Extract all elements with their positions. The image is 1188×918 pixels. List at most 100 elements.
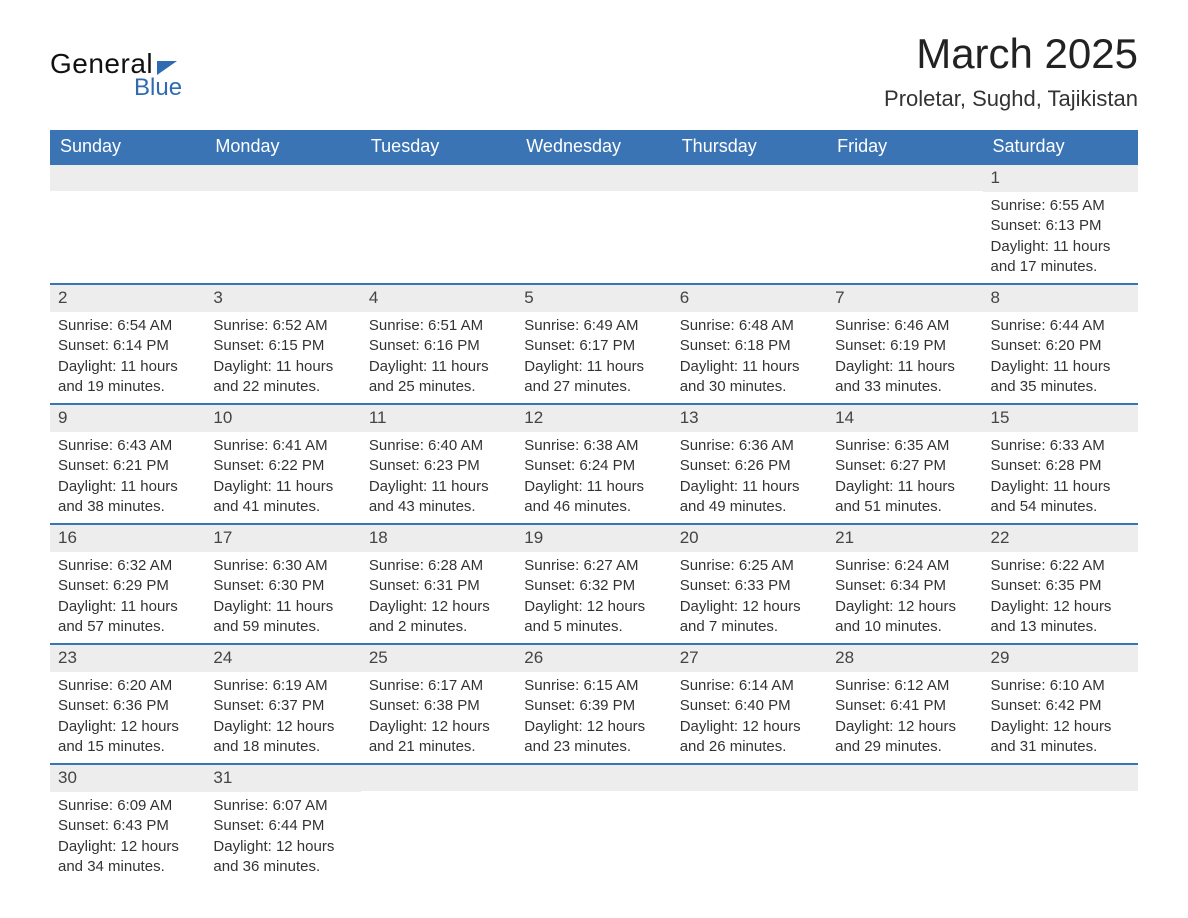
sunrise-value: 6:07 AM [273, 797, 328, 814]
day-body: Sunrise: 6:40 AMSunset: 6:23 PMDaylight:… [361, 432, 516, 523]
daylight-line: Daylight: 11 hours and 17 minutes. [991, 237, 1130, 278]
sunset-value: 6:35 PM [1046, 577, 1102, 594]
calendar-cell: 12Sunrise: 6:38 AMSunset: 6:24 PMDayligh… [516, 405, 671, 523]
calendar-cell [672, 165, 827, 283]
calendar-cell [50, 165, 205, 283]
day-body [983, 791, 1138, 801]
daylight-label: Daylight: [680, 598, 743, 615]
sunset-line: Sunset: 6:18 PM [680, 336, 819, 356]
sunset-label: Sunset: [835, 697, 890, 714]
sunset-line: Sunset: 6:23 PM [369, 456, 508, 476]
sunset-value: 6:16 PM [424, 337, 480, 354]
brand-logo: General Blue [50, 48, 182, 102]
daylight-label: Daylight: [680, 718, 743, 735]
day-body: Sunrise: 6:54 AMSunset: 6:14 PMDaylight:… [50, 312, 205, 403]
sunrise-value: 6:17 AM [428, 677, 483, 694]
day-number: 5 [516, 285, 671, 312]
day-body: Sunrise: 6:51 AMSunset: 6:16 PMDaylight:… [361, 312, 516, 403]
sunrise-value: 6:12 AM [894, 677, 949, 694]
sunset-line: Sunset: 6:31 PM [369, 576, 508, 596]
sunset-value: 6:44 PM [268, 817, 324, 834]
sunset-label: Sunset: [369, 577, 424, 594]
sunrise-line: Sunrise: 6:36 AM [680, 436, 819, 456]
sunrise-value: 6:52 AM [273, 317, 328, 334]
daylight-line: Daylight: 12 hours and 7 minutes. [680, 597, 819, 638]
day-number: 4 [361, 285, 516, 312]
day-body: Sunrise: 6:10 AMSunset: 6:42 PMDaylight:… [983, 672, 1138, 763]
sunset-value: 6:23 PM [424, 457, 480, 474]
sunset-line: Sunset: 6:21 PM [58, 456, 197, 476]
calendar-cell: 13Sunrise: 6:36 AMSunset: 6:26 PMDayligh… [672, 405, 827, 523]
sunset-value: 6:39 PM [579, 697, 635, 714]
calendar-week: 9Sunrise: 6:43 AMSunset: 6:21 PMDaylight… [50, 403, 1138, 523]
sunrise-line: Sunrise: 6:38 AM [524, 436, 663, 456]
sunrise-label: Sunrise: [213, 797, 272, 814]
day-number: 27 [672, 645, 827, 672]
calendar-body: 1Sunrise: 6:55 AMSunset: 6:13 PMDaylight… [50, 165, 1138, 883]
calendar-cell: 27Sunrise: 6:14 AMSunset: 6:40 PMDayligh… [672, 645, 827, 763]
sunrise-label: Sunrise: [835, 677, 894, 694]
calendar-cell: 18Sunrise: 6:28 AMSunset: 6:31 PMDayligh… [361, 525, 516, 643]
calendar-week: 23Sunrise: 6:20 AMSunset: 6:36 PMDayligh… [50, 643, 1138, 763]
sunrise-label: Sunrise: [213, 317, 272, 334]
sunset-line: Sunset: 6:16 PM [369, 336, 508, 356]
day-number [827, 165, 982, 191]
calendar-cell: 17Sunrise: 6:30 AMSunset: 6:30 PMDayligh… [205, 525, 360, 643]
daylight-line: Daylight: 12 hours and 26 minutes. [680, 717, 819, 758]
daylight-label: Daylight: [58, 478, 121, 495]
day-body: Sunrise: 6:28 AMSunset: 6:31 PMDaylight:… [361, 552, 516, 643]
daylight-label: Daylight: [524, 718, 587, 735]
sunrise-line: Sunrise: 6:44 AM [991, 316, 1130, 336]
calendar-week: 30Sunrise: 6:09 AMSunset: 6:43 PMDayligh… [50, 763, 1138, 883]
day-body: Sunrise: 6:15 AMSunset: 6:39 PMDaylight:… [516, 672, 671, 763]
calendar-cell: 9Sunrise: 6:43 AMSunset: 6:21 PMDaylight… [50, 405, 205, 523]
calendar-cell [516, 165, 671, 283]
sunrise-label: Sunrise: [369, 437, 428, 454]
daylight-line: Daylight: 12 hours and 21 minutes. [369, 717, 508, 758]
sunrise-value: 6:44 AM [1050, 317, 1105, 334]
day-number: 8 [983, 285, 1138, 312]
calendar-week: 2Sunrise: 6:54 AMSunset: 6:14 PMDaylight… [50, 283, 1138, 403]
day-body: Sunrise: 6:27 AMSunset: 6:32 PMDaylight:… [516, 552, 671, 643]
sunset-value: 6:37 PM [268, 697, 324, 714]
sunrise-label: Sunrise: [991, 197, 1050, 214]
sunset-value: 6:42 PM [1046, 697, 1102, 714]
sunrise-value: 6:51 AM [428, 317, 483, 334]
daylight-line: Daylight: 11 hours and 46 minutes. [524, 477, 663, 518]
day-body: Sunrise: 6:12 AMSunset: 6:41 PMDaylight:… [827, 672, 982, 763]
calendar-cell: 6Sunrise: 6:48 AMSunset: 6:18 PMDaylight… [672, 285, 827, 403]
daylight-label: Daylight: [524, 478, 587, 495]
sunset-line: Sunset: 6:41 PM [835, 696, 974, 716]
sunset-label: Sunset: [991, 697, 1046, 714]
sunrise-line: Sunrise: 6:41 AM [213, 436, 352, 456]
sunrise-line: Sunrise: 6:30 AM [213, 556, 352, 576]
sunrise-value: 6:30 AM [273, 557, 328, 574]
day-number: 19 [516, 525, 671, 552]
calendar-cell: 16Sunrise: 6:32 AMSunset: 6:29 PMDayligh… [50, 525, 205, 643]
calendar-cell: 5Sunrise: 6:49 AMSunset: 6:17 PMDaylight… [516, 285, 671, 403]
day-body: Sunrise: 6:49 AMSunset: 6:17 PMDaylight:… [516, 312, 671, 403]
sunset-line: Sunset: 6:28 PM [991, 456, 1130, 476]
calendar-cell [983, 765, 1138, 883]
day-body [672, 191, 827, 201]
sunset-value: 6:28 PM [1046, 457, 1102, 474]
title-block: March 2025 Proletar, Sughd, Tajikistan [884, 30, 1138, 112]
sunrise-label: Sunrise: [524, 557, 583, 574]
sunrise-line: Sunrise: 6:15 AM [524, 676, 663, 696]
daylight-label: Daylight: [680, 478, 743, 495]
daylight-label: Daylight: [835, 358, 898, 375]
daylight-label: Daylight: [213, 718, 276, 735]
day-body: Sunrise: 6:09 AMSunset: 6:43 PMDaylight:… [50, 792, 205, 883]
brand-triangle-icon [157, 61, 177, 75]
daylight-label: Daylight: [58, 598, 121, 615]
day-number [672, 165, 827, 191]
sunrise-value: 6:55 AM [1050, 197, 1105, 214]
sunset-line: Sunset: 6:34 PM [835, 576, 974, 596]
daylight-label: Daylight: [58, 358, 121, 375]
calendar-cell: 15Sunrise: 6:33 AMSunset: 6:28 PMDayligh… [983, 405, 1138, 523]
daylight-line: Daylight: 11 hours and 30 minutes. [680, 357, 819, 398]
day-body: Sunrise: 6:19 AMSunset: 6:37 PMDaylight:… [205, 672, 360, 763]
sunset-label: Sunset: [680, 697, 735, 714]
calendar-cell [361, 765, 516, 883]
day-body: Sunrise: 6:20 AMSunset: 6:36 PMDaylight:… [50, 672, 205, 763]
